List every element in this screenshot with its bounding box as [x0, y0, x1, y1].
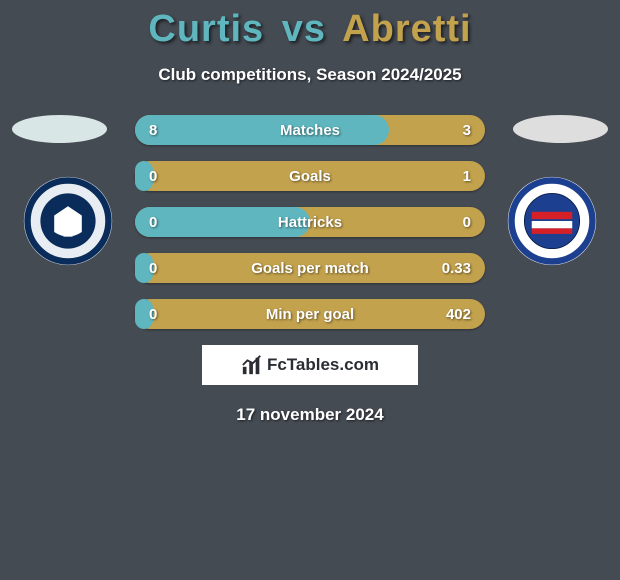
- stat-right-value: 3: [463, 122, 471, 139]
- stat-right-value: 1: [463, 168, 471, 185]
- player1-name: Curtis: [148, 8, 264, 50]
- stat-label: Matches: [135, 122, 485, 139]
- subtitle: Club competitions, Season 2024/2025: [0, 65, 620, 85]
- crest-right-icon: [506, 175, 598, 267]
- stat-right-value: 0: [463, 214, 471, 231]
- date-text: 17 november 2024: [0, 405, 620, 425]
- brand-box: FcTables.com: [202, 345, 418, 385]
- stat-label: Hattricks: [135, 214, 485, 231]
- player2-name: Abretti: [342, 8, 471, 50]
- stat-row: 0Hattricks0: [135, 207, 485, 237]
- stat-row: 0Goals per match0.33: [135, 253, 485, 283]
- stat-right-value: 0.33: [442, 260, 471, 277]
- stat-row: 0Min per goal402: [135, 299, 485, 329]
- content-area: 8Matches30Goals10Hattricks00Goals per ma…: [0, 115, 620, 425]
- stat-rows: 8Matches30Goals10Hattricks00Goals per ma…: [135, 115, 485, 329]
- player1-oval: [12, 115, 107, 143]
- stat-row: 8Matches3: [135, 115, 485, 145]
- stat-label: Goals per match: [135, 260, 485, 277]
- vs-text: vs: [282, 8, 326, 50]
- player2-crest: [506, 175, 598, 267]
- crest-left-icon: [22, 175, 114, 267]
- player1-crest: [22, 175, 114, 267]
- stat-label: Goals: [135, 168, 485, 185]
- comparison-title: Curtis vs Abretti: [0, 0, 620, 51]
- player2-oval: [513, 115, 608, 143]
- stat-label: Min per goal: [135, 306, 485, 323]
- chart-icon: [241, 354, 263, 376]
- brand-text: FcTables.com: [267, 355, 379, 375]
- stat-row: 0Goals1: [135, 161, 485, 191]
- stat-right-value: 402: [446, 306, 471, 323]
